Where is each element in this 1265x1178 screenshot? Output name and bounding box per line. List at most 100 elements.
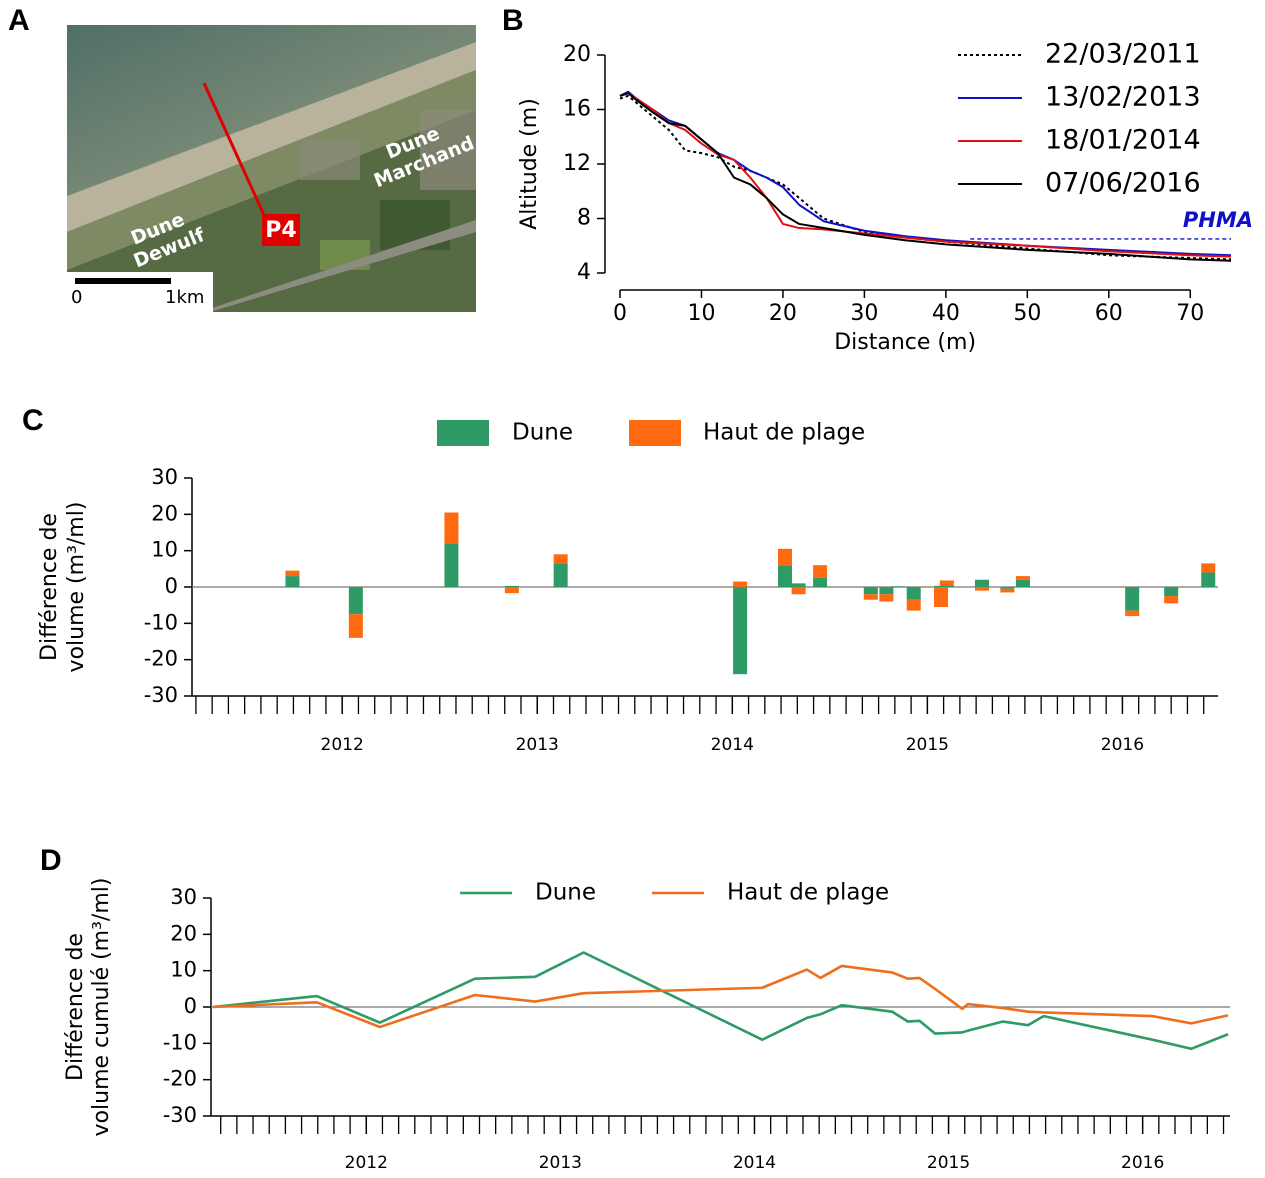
bar [939, 580, 954, 586]
x-tick-label: 2014 [711, 735, 754, 755]
data-line [212, 951, 1229, 1051]
y-tick-label: -10 [144, 610, 178, 634]
data-line [212, 964, 1229, 1029]
x-tick-label: 30 [850, 301, 878, 326]
bar [813, 577, 828, 587]
bar [879, 594, 894, 602]
bar [285, 576, 300, 587]
bar [1000, 587, 1015, 589]
bar [777, 548, 792, 566]
panel-label: C [22, 404, 44, 437]
x-tick-label: 2016 [1121, 1153, 1164, 1173]
bar [813, 565, 828, 578]
y-tick-label: 12 [563, 151, 591, 176]
x-tick-label: 2013 [539, 1153, 582, 1173]
x-tick-label: 20 [769, 301, 797, 326]
panel-label: A [8, 4, 30, 37]
y-tick-label: -30 [144, 683, 178, 707]
y-tick-label: -10 [163, 1030, 197, 1054]
y-axis-label: volume cumulé (m³/ml) [89, 878, 114, 1137]
x-tick-label: 2016 [1101, 735, 1144, 755]
bar [1201, 563, 1216, 573]
bar [285, 570, 300, 577]
bar [553, 563, 568, 587]
bar [863, 594, 878, 600]
bar [1000, 588, 1015, 593]
y-tick-label: 10 [151, 538, 178, 562]
bar [733, 587, 748, 675]
bar [791, 587, 806, 595]
bar [906, 587, 921, 600]
legend-swatch [629, 420, 681, 446]
x-tick-label: 10 [687, 301, 715, 326]
x-tick-label: 2015 [906, 735, 949, 755]
x-tick-label: 0 [613, 301, 627, 326]
y-tick-label: 20 [563, 42, 591, 67]
bar [1125, 587, 1140, 611]
x-tick-label: 40 [932, 301, 960, 326]
bar [863, 587, 878, 595]
panel-label: D [40, 844, 62, 877]
bar [504, 585, 519, 587]
x-tick-label: 2012 [321, 735, 364, 755]
x-axis-label: Distance (m) [834, 330, 976, 355]
legend-label: Haut de plage [727, 880, 889, 906]
bar [1015, 576, 1030, 580]
bar [1015, 579, 1030, 587]
y-axis-label: Altitude (m) [517, 98, 542, 230]
bar [733, 581, 748, 587]
bar [891, 586, 906, 587]
x-tick-label: 50 [1013, 301, 1041, 326]
bar [1125, 610, 1140, 617]
legend-label: Haut de plage [703, 420, 865, 446]
bar [444, 512, 459, 544]
bar [444, 543, 459, 587]
bar [939, 585, 954, 587]
bar [348, 587, 363, 615]
x-tick-label: 70 [1176, 301, 1204, 326]
bar [348, 614, 363, 638]
legend-label: 22/03/2011 [1045, 39, 1201, 70]
data-line [619, 92, 1232, 262]
y-tick-label: 20 [170, 921, 197, 945]
legend-label: 13/02/2013 [1045, 82, 1201, 113]
bar [1164, 587, 1179, 597]
aerial-map: P4 Dune Dewulf Dune Marchand 0 1km [67, 25, 477, 312]
bar [1164, 596, 1179, 604]
y-tick-label: -20 [163, 1067, 197, 1091]
legend-label: 07/06/2016 [1045, 168, 1201, 199]
bar [791, 583, 806, 587]
bar [1201, 572, 1216, 587]
y-tick-label: 30 [170, 885, 197, 909]
legend-label: 18/01/2014 [1045, 125, 1201, 156]
legend-label: Dune [535, 880, 596, 906]
y-tick-label: 4 [577, 260, 591, 285]
y-axis-label: Différence de [63, 933, 88, 1081]
reference-label: PHMA [1183, 208, 1253, 232]
x-tick-label: 60 [1095, 301, 1123, 326]
x-tick-label: 2013 [516, 735, 559, 755]
x-tick-label: 2012 [345, 1153, 388, 1173]
scale-label: 0 [71, 287, 82, 308]
scale-label: 1km [165, 287, 204, 308]
y-tick-label: 30 [151, 465, 178, 489]
y-tick-label: 0 [165, 574, 178, 598]
bar [879, 587, 894, 595]
y-axis-label: volume (m³/ml) [64, 502, 89, 673]
y-tick-label: -20 [144, 647, 178, 671]
y-tick-label: -30 [163, 1103, 197, 1127]
bar [974, 587, 989, 591]
bar [553, 554, 568, 564]
bar [934, 587, 949, 607]
x-tick-label: 2015 [927, 1153, 970, 1173]
legend-label: Dune [512, 420, 573, 446]
y-tick-label: 8 [577, 206, 591, 231]
legend-swatch [437, 420, 489, 446]
panel-label: B [502, 4, 524, 37]
y-tick-label: 20 [151, 501, 178, 525]
y-tick-label: 10 [170, 958, 197, 982]
bar [974, 579, 989, 587]
y-axis-label: Différence de [37, 513, 62, 661]
bar [504, 587, 519, 594]
bar [906, 599, 921, 611]
